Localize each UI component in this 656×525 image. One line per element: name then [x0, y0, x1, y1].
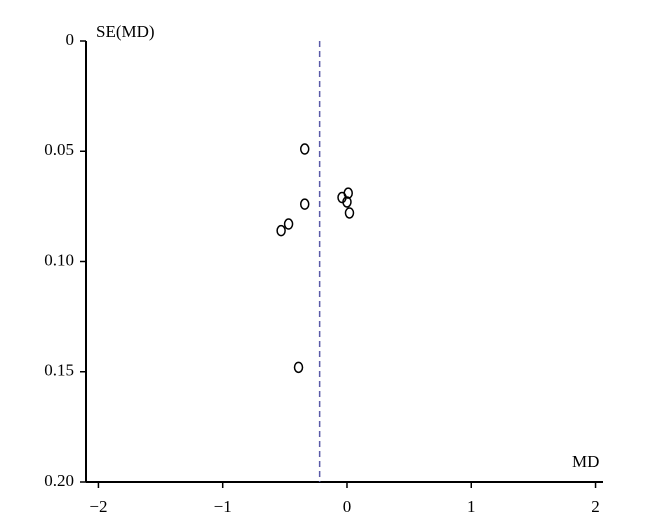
point [299, 143, 310, 155]
point [344, 207, 355, 219]
point [276, 224, 286, 237]
point [343, 187, 353, 199]
point [293, 361, 304, 374]
x-tick-label: 1 [467, 497, 476, 516]
y-tick-label: 0.10 [44, 250, 74, 269]
y-tick-label: 0 [66, 30, 75, 49]
x-tick-label: −2 [89, 497, 107, 516]
point [299, 198, 310, 210]
x-tick-label: −1 [214, 497, 232, 516]
point [342, 196, 352, 208]
y-tick-label: 0.15 [44, 361, 74, 380]
y-axis-label: SE(MD) [96, 22, 155, 41]
x-tick-label: 0 [343, 497, 352, 516]
x-tick-label: 2 [591, 497, 600, 516]
y-tick-label: 0.05 [44, 140, 74, 159]
point [283, 218, 294, 230]
x-axis-label: MD [572, 452, 599, 471]
y-tick-label: 0.20 [44, 471, 74, 490]
